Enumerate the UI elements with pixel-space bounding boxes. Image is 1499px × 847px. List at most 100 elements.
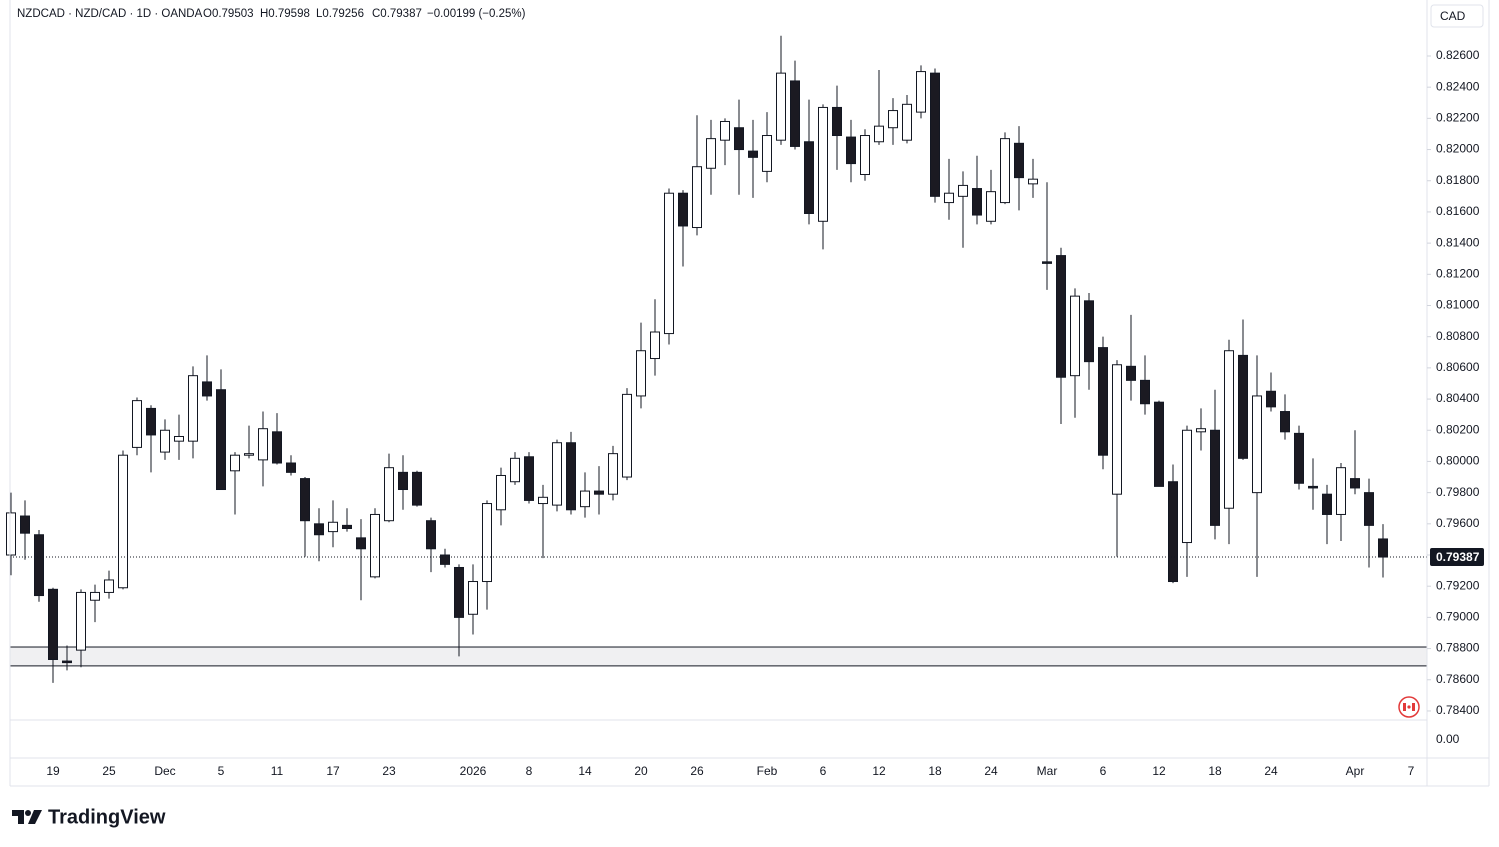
candle-body: [510, 457, 520, 483]
candle-body: [748, 150, 758, 158]
candle-body: [202, 381, 212, 397]
candle-body: [1126, 365, 1136, 381]
x-tick-label: 8: [526, 764, 533, 778]
candle-body: [538, 496, 548, 505]
x-tick-label: 12: [872, 764, 886, 778]
x-tick-label: 11: [271, 764, 284, 778]
candle-body: [930, 72, 940, 197]
candle-body: [1182, 429, 1192, 544]
x-tick-label: Dec: [154, 764, 175, 778]
candle-body: [1224, 350, 1234, 509]
logo-mark-2: [25, 810, 31, 816]
close-label: C0.79387: [372, 8, 422, 20]
candle-body: [370, 513, 380, 578]
candle-body: [328, 521, 338, 533]
x-tick-label: Feb: [757, 764, 778, 778]
candle-body: [608, 453, 618, 495]
open-label: O0.79503: [203, 8, 254, 20]
y-tick-label: 0.79600: [1436, 516, 1480, 530]
x-tick-label: Apr: [1346, 764, 1365, 778]
candle-body: [1042, 261, 1052, 264]
candle-body: [454, 566, 464, 618]
candle-body: [496, 474, 506, 511]
candle-body: [944, 192, 954, 204]
candle-body: [174, 435, 184, 442]
candle-body: [720, 120, 730, 141]
candle-body: [426, 520, 436, 550]
candle-body: [62, 660, 72, 664]
candle-body: [916, 71, 926, 113]
candle-body: [776, 72, 786, 141]
candle-body: [1294, 432, 1304, 484]
y-tick-label: 0.78400: [1436, 703, 1480, 717]
candle-body: [1252, 395, 1262, 494]
currency[interactable]: CAD: [1440, 9, 1466, 23]
x-tick-label: 2026: [460, 764, 487, 778]
x-tick-label: 26: [690, 764, 704, 778]
candle-body: [1056, 255, 1066, 378]
y-tick-label: 0.82200: [1436, 111, 1480, 125]
flag-icon: [1398, 696, 1420, 718]
candle-body: [272, 431, 282, 464]
candle-body: [1070, 295, 1080, 377]
candle-body: [468, 581, 478, 615]
candle-body: [594, 490, 604, 495]
candle-body: [692, 166, 702, 229]
candle-body: [818, 106, 828, 222]
currency-button[interactable]: [1430, 4, 1484, 28]
candle-body: [104, 579, 114, 593]
candle-body: [622, 393, 632, 478]
candle-body: [762, 135, 772, 172]
candle-body: [286, 462, 296, 473]
x-tick-label: 14: [578, 764, 592, 778]
y-tick-label: 0.81000: [1436, 298, 1480, 312]
candle-body: [118, 454, 128, 589]
change-label: −0.00199 (−0.25%): [427, 8, 526, 20]
candle-body: [1364, 492, 1374, 526]
candle-body: [902, 103, 912, 141]
candle-body: [188, 375, 198, 442]
y-tick-label: 0.81200: [1436, 266, 1480, 280]
branding: TradingView: [48, 806, 166, 828]
x-tick-label: 17: [326, 764, 340, 778]
x-tick-label: 7: [1408, 764, 1415, 778]
candle-body: [1280, 411, 1290, 433]
candle-body: [90, 591, 100, 601]
y-tick-label: 0.79800: [1436, 485, 1480, 499]
logo-mark-1: [12, 810, 24, 824]
x-tick-label: 20: [634, 764, 648, 778]
candle-body: [1098, 347, 1108, 456]
candle-body: [482, 503, 492, 583]
candle-body: [1322, 493, 1332, 515]
y-tick-label: 0.78600: [1436, 672, 1480, 686]
x-tick-label: Mar: [1037, 764, 1058, 778]
candle-body: [972, 188, 982, 216]
x-tick-label: 19: [46, 764, 60, 778]
candle-body: [1238, 354, 1248, 459]
candle-body: [566, 442, 576, 511]
candle-body: [300, 478, 310, 522]
candle-body: [1028, 178, 1038, 185]
candle-body: [1350, 478, 1360, 489]
candle-body: [874, 125, 884, 143]
x-tick-label: 18: [928, 764, 942, 778]
candle-body: [804, 141, 814, 214]
candle-body: [580, 490, 590, 508]
last-price-label: 0.79387: [1436, 550, 1480, 564]
candle-body: [706, 138, 716, 169]
x-tick-label: 6: [820, 764, 827, 778]
flag-leaf: [1407, 705, 1411, 709]
candle-body: [832, 106, 842, 137]
x-tick-label: 25: [102, 764, 116, 778]
logo-mark-3: [28, 810, 42, 824]
y-tick-label: 0.78800: [1436, 641, 1480, 655]
x-tick-label: 23: [382, 764, 396, 778]
y-tick-label: 0.82400: [1436, 79, 1480, 93]
candle-body: [1168, 481, 1178, 583]
candle-body: [1014, 142, 1024, 179]
candle-body: [314, 523, 324, 536]
candle-body: [1112, 364, 1122, 495]
candle-body: [524, 456, 534, 501]
